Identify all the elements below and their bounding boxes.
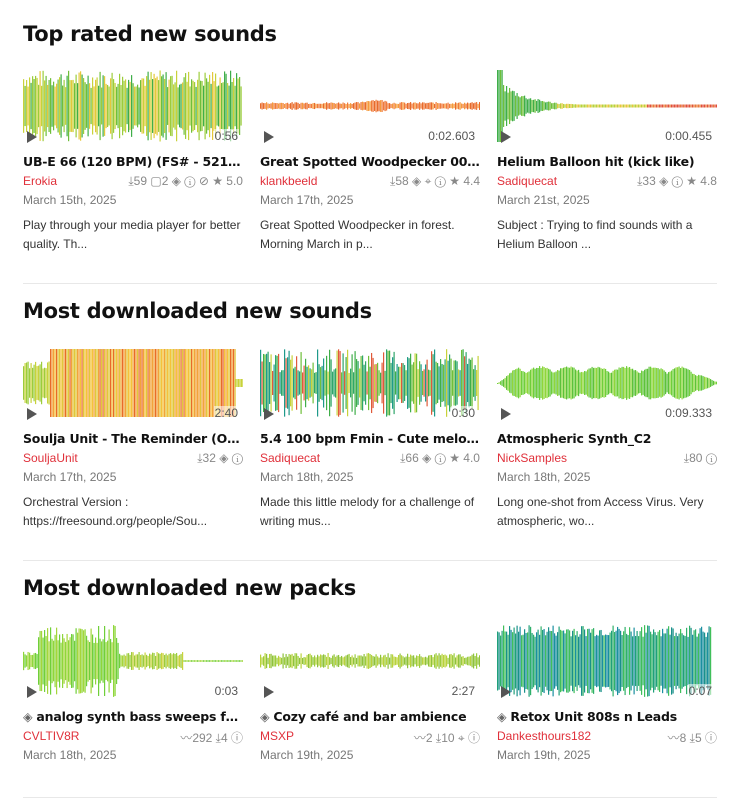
description: Play through your media player for bette… bbox=[23, 218, 241, 251]
author-link[interactable]: Sadiquecat bbox=[497, 174, 558, 188]
duration: 0:07 bbox=[687, 684, 713, 698]
duration: 0:09.333 bbox=[664, 406, 713, 420]
author-link[interactable]: Erokia bbox=[23, 174, 58, 188]
pack-stats: 〰2 ⤓10 ⌖ ⓘ bbox=[413, 731, 480, 745]
sound-stats: ⤓80 ⓘ bbox=[683, 451, 717, 465]
play-icon[interactable] bbox=[27, 131, 37, 143]
play-icon[interactable] bbox=[501, 131, 511, 143]
play-icon[interactable] bbox=[27, 686, 37, 698]
waveform-image[interactable] bbox=[260, 347, 480, 419]
waveform-image[interactable] bbox=[497, 347, 717, 419]
sound-name[interactable]: Helium Balloon hit (kick like) bbox=[497, 154, 695, 169]
pack-name-text: Cozy café and bar ambience bbox=[273, 709, 467, 724]
author-link[interactable]: Dankesthours182 bbox=[497, 729, 592, 743]
upload-date: March 17th, 2025 bbox=[260, 193, 354, 207]
pack-name-text: analog synth bass sweeps fx b... bbox=[36, 709, 243, 724]
upload-date: March 17th, 2025 bbox=[23, 470, 117, 484]
sound-stats: ⤓59 ▢2 ◈ ⓘ ⊘ ★ 5.0 bbox=[128, 174, 243, 188]
section-title: Most downloaded new sounds bbox=[23, 299, 372, 323]
upload-date: March 18th, 2025 bbox=[23, 748, 117, 762]
duration: 0:56 bbox=[213, 129, 239, 143]
play-icon[interactable] bbox=[27, 408, 37, 420]
author-link[interactable]: NickSamples bbox=[497, 451, 568, 465]
duration: 0:03 bbox=[213, 684, 239, 698]
duration: 0:30 bbox=[450, 406, 476, 420]
author-link[interactable]: SouljaUnit bbox=[23, 451, 78, 465]
play-icon[interactable] bbox=[264, 408, 274, 420]
waveform-image[interactable] bbox=[497, 70, 717, 142]
sound-name[interactable]: Soulja Unit - The Reminder (Origi... bbox=[23, 431, 243, 446]
upload-date: March 18th, 2025 bbox=[497, 470, 591, 484]
pack-icon: ◈ bbox=[260, 709, 270, 724]
sound-stats: ⤓33 ◈ ⓘ ★ 4.8 bbox=[637, 174, 717, 188]
waveform-image[interactable] bbox=[260, 625, 480, 697]
waveform-image[interactable] bbox=[23, 70, 243, 142]
sound-name[interactable]: 5.4 100 bpm Fmin - Cute melody ... bbox=[260, 431, 480, 446]
divider bbox=[23, 797, 717, 798]
duration: 2:40 bbox=[213, 406, 239, 420]
upload-date: March 21st, 2025 bbox=[497, 193, 590, 207]
play-icon[interactable] bbox=[264, 131, 274, 143]
sound-stats: ⤓58 ◈ ⌖ ⓘ ★ 4.4 bbox=[390, 174, 480, 188]
sound-name[interactable]: Atmospheric Synth_C2 bbox=[497, 431, 652, 446]
author-link[interactable]: klankbeeld bbox=[260, 174, 318, 188]
sound-name[interactable]: UB-E 66 (120 BPM) (FS# - 521074) bbox=[23, 154, 243, 169]
upload-date: March 15th, 2025 bbox=[23, 193, 117, 207]
divider bbox=[23, 283, 717, 284]
waveform-image[interactable] bbox=[23, 347, 243, 419]
upload-date: March 19th, 2025 bbox=[260, 748, 354, 762]
upload-date: March 18th, 2025 bbox=[260, 470, 354, 484]
description: Great Spotted Woodpecker in forest. Morn… bbox=[260, 218, 455, 251]
waveform-image[interactable] bbox=[260, 70, 480, 142]
waveform-image[interactable] bbox=[497, 625, 717, 697]
play-icon[interactable] bbox=[501, 686, 511, 698]
upload-date: March 19th, 2025 bbox=[497, 748, 591, 762]
pack-icon: ◈ bbox=[497, 709, 507, 724]
play-icon[interactable] bbox=[501, 408, 511, 420]
waveform-image[interactable] bbox=[23, 625, 243, 697]
pack-stats: 〰8 ⤓5 ⓘ bbox=[667, 731, 717, 745]
duration: 2:27 bbox=[450, 684, 476, 698]
sound-stats: ⤓32 ◈ ⓘ bbox=[197, 451, 243, 465]
description: Long one-shot from Access Virus. Very at… bbox=[497, 495, 704, 528]
description: Orchestral Version : https://freesound.o… bbox=[23, 495, 208, 528]
duration: 0:02.603 bbox=[427, 129, 476, 143]
author-link[interactable]: MSXP bbox=[260, 729, 295, 743]
author-link[interactable]: Sadiquecat bbox=[260, 451, 321, 465]
pack-name[interactable]: ◈ Retox Unit 808s n Leads bbox=[497, 709, 717, 724]
pack-name-text: Retox Unit 808s n Leads bbox=[510, 709, 677, 724]
duration: 0:00.455 bbox=[664, 129, 713, 143]
sound-name[interactable]: Great Spotted Woodpecker 001 p... bbox=[260, 154, 480, 169]
section-title: Top rated new sounds bbox=[23, 22, 277, 46]
pack-stats: 〰292 ⤓4 ⓘ bbox=[180, 731, 243, 745]
divider bbox=[23, 560, 717, 561]
section-title: Most downloaded new packs bbox=[23, 576, 356, 600]
author-link[interactable]: CVLTIV8R bbox=[23, 729, 80, 743]
pack-icon: ◈ bbox=[23, 709, 33, 724]
description: Made this little melody for a challenge … bbox=[260, 495, 475, 528]
sound-stats: ⤓66 ◈ ⓘ ★ 4.0 bbox=[400, 451, 480, 465]
description: Subject : Trying to find sounds with a H… bbox=[497, 218, 693, 251]
pack-name[interactable]: ◈ Cozy café and bar ambience bbox=[260, 709, 480, 724]
pack-name[interactable]: ◈ analog synth bass sweeps fx b... bbox=[23, 709, 243, 724]
play-icon[interactable] bbox=[264, 686, 274, 698]
